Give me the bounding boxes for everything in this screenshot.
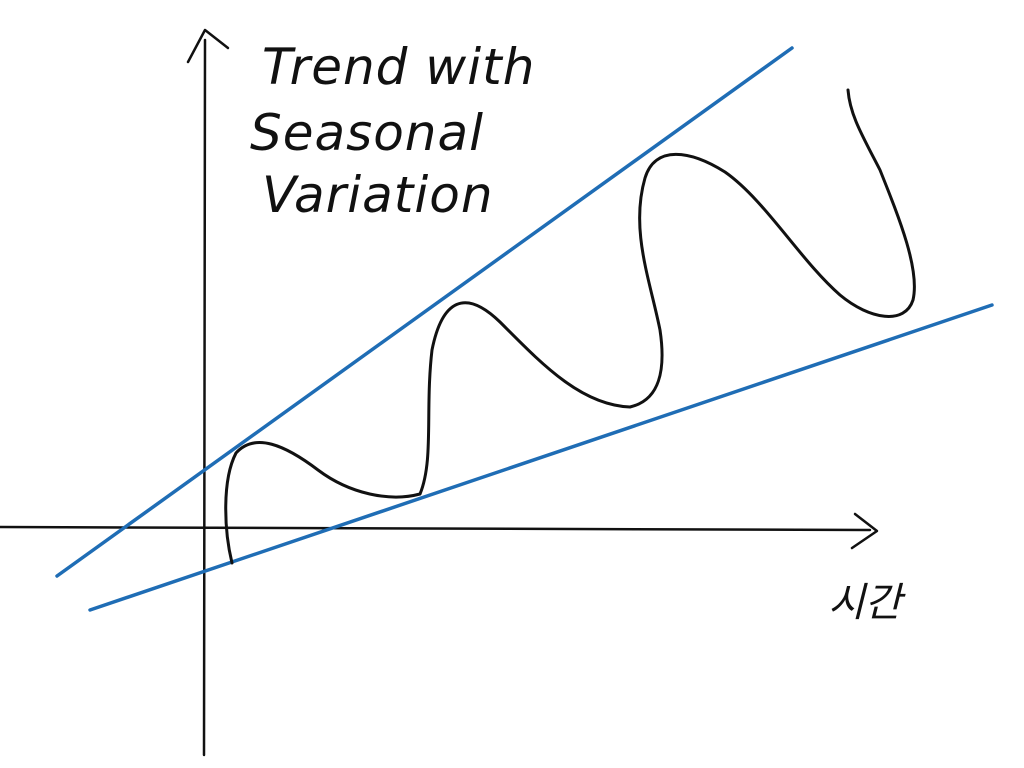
axes [0, 28, 879, 757]
x-axis [0, 525, 872, 532]
x-axis-label: 시간 [828, 580, 906, 626]
trend-lines [55, 46, 994, 612]
y-axis [202, 38, 207, 757]
x-axis-arrowhead-icon [850, 512, 879, 550]
lower-trend-line [88, 303, 994, 612]
title-line-1: Trend with [262, 38, 535, 96]
diagram-title: Trend with Seasonal Variation [250, 38, 535, 224]
upper-trend-line [55, 46, 794, 578]
y-axis-arrowhead-icon [186, 28, 230, 64]
title-line-2: Seasonal [250, 104, 484, 162]
seasonal-curve [224, 88, 916, 565]
title-line-3: Variation [262, 166, 494, 224]
